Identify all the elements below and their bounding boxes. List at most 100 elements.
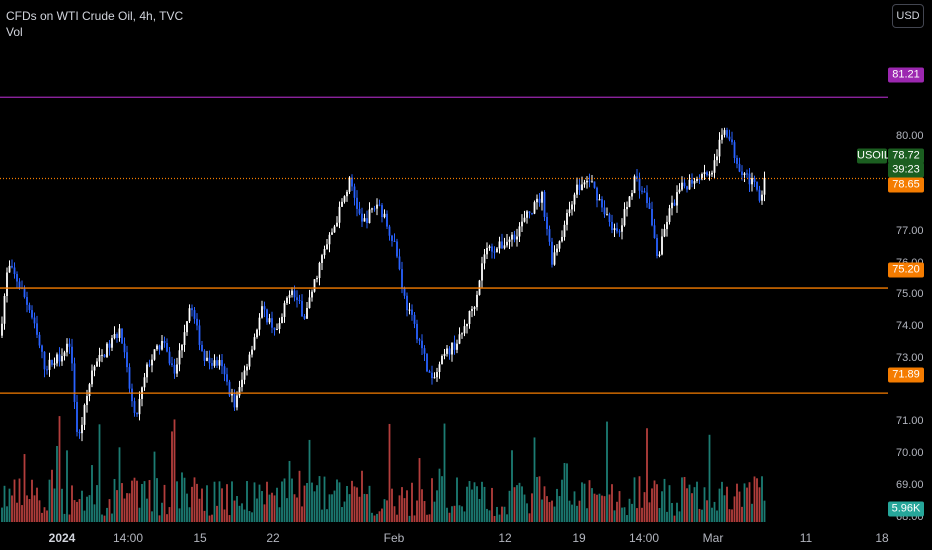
candle-body (268, 318, 271, 323)
time-tick: 14:00 (628, 531, 660, 545)
candle-body (721, 134, 723, 140)
candle-body (233, 393, 236, 408)
price-tick: 74.00 (896, 320, 924, 333)
candle-body (163, 340, 166, 344)
candle-body (661, 236, 663, 255)
volume-bar (468, 481, 471, 522)
volume-indicator-label[interactable]: Vol (6, 25, 23, 39)
volume-bar (413, 515, 416, 522)
volume-bar (491, 487, 493, 522)
candle-body (18, 281, 21, 288)
candle-body (451, 342, 453, 355)
volume-bar (176, 481, 178, 522)
candle-body (748, 173, 751, 185)
volume-bar (496, 506, 498, 522)
volume-bar (671, 503, 673, 522)
candle-body (326, 244, 328, 250)
volume-bar (756, 478, 758, 522)
candle-body (321, 255, 323, 263)
candle-body (671, 202, 673, 209)
candle-body (576, 184, 578, 195)
candle-body (33, 317, 36, 324)
symbol-title[interactable]: CFDs on WTI Crude Oil, 4h, TVC (6, 9, 184, 23)
volume-bar (268, 494, 271, 522)
candle-body (423, 348, 426, 354)
volume-bar (708, 434, 711, 522)
volume-bar (71, 485, 73, 522)
candle-body (213, 360, 216, 366)
candle-body (731, 139, 733, 143)
volume-bar (433, 501, 436, 522)
candle-body (151, 359, 153, 366)
candle-body (481, 263, 483, 281)
volume-bar (248, 510, 251, 522)
candle-body (461, 333, 463, 335)
currency-button[interactable]: USD (892, 4, 924, 28)
volume-bar (613, 510, 616, 522)
volume-bar (706, 500, 708, 522)
candle-body (8, 265, 11, 273)
volume-bar (703, 487, 706, 522)
volume-bar (158, 515, 161, 522)
candle-body (553, 252, 556, 265)
candle-body (648, 203, 651, 210)
candle-body (506, 241, 508, 246)
candle-body (533, 202, 536, 214)
candle-body (186, 321, 188, 333)
candle-body (373, 208, 376, 210)
volume-bar (676, 502, 678, 522)
volume-bar (16, 502, 18, 522)
price-tick: 71.00 (896, 415, 924, 428)
volume-bar (86, 496, 88, 522)
volume-bar (63, 513, 66, 522)
volume-bar (746, 487, 748, 522)
candle-body (178, 350, 181, 365)
candle-body (513, 234, 516, 240)
candle-body (388, 226, 391, 236)
volume-bar (138, 507, 141, 522)
candle-body (383, 213, 386, 218)
candle-body (103, 354, 106, 357)
candle-body (483, 254, 486, 264)
volume-bar (236, 496, 238, 522)
volume-bar (578, 500, 581, 522)
volume-bar (293, 494, 296, 522)
volume-bar (116, 490, 118, 522)
candle-body (361, 213, 363, 222)
candle-body (556, 248, 558, 253)
candle-body (3, 296, 6, 324)
volume-bar (308, 439, 311, 522)
time-tick: Mar (702, 531, 724, 545)
candle-body (723, 130, 726, 135)
volume-bar (101, 514, 103, 522)
candle-body (701, 174, 703, 180)
volume-bar (228, 515, 231, 522)
candle-body (56, 354, 58, 364)
volume-bar (38, 500, 41, 522)
candle-body (406, 295, 408, 311)
volume-bar (341, 507, 343, 522)
volume-bar (556, 488, 558, 522)
volume-bar (113, 478, 116, 522)
volume-bar (408, 515, 411, 522)
candle-body (611, 221, 613, 231)
volume-bar (323, 476, 326, 522)
candle-body (626, 206, 628, 210)
volume-bar (296, 497, 298, 522)
candle-body (338, 206, 341, 223)
volume-bar (686, 488, 688, 522)
volume-bar (608, 494, 611, 522)
volume-bar (623, 507, 626, 522)
volume-bar (181, 472, 183, 522)
volume-bar (78, 499, 81, 522)
volume-bar (146, 498, 148, 522)
volume-bar (26, 495, 28, 522)
candle-body (61, 356, 63, 362)
time-tick: 22 (266, 531, 280, 545)
candle-body (436, 372, 438, 378)
volume-bar (288, 460, 291, 522)
candle-body (236, 395, 238, 408)
candle-body (51, 359, 53, 365)
volume-bar (403, 498, 406, 522)
